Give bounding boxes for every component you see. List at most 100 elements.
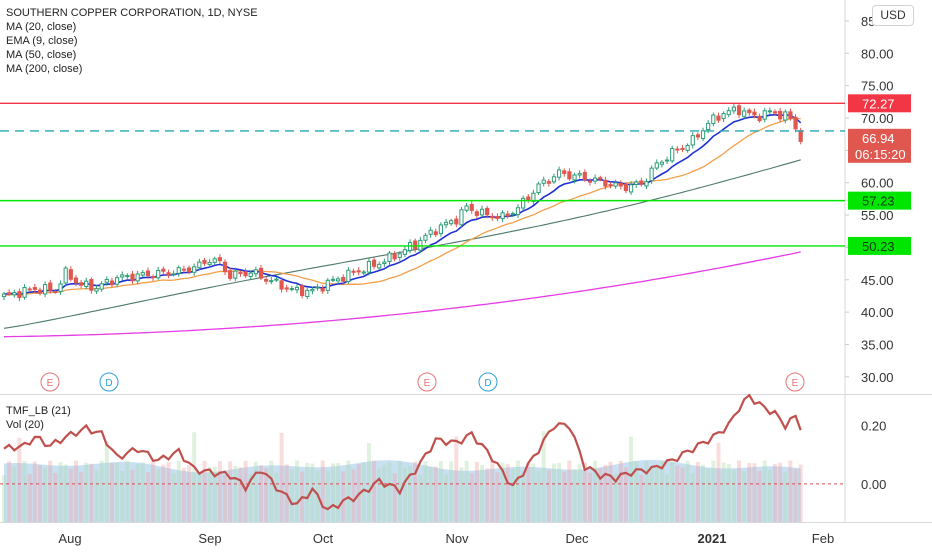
candle-body — [433, 231, 438, 236]
volume-bar — [259, 465, 263, 522]
event-marker — [417, 372, 437, 392]
candle-body — [449, 220, 454, 225]
volume-bar — [557, 462, 562, 522]
indicator-ma200[interactable]: MA (200, close) — [6, 63, 83, 75]
candle-body — [104, 278, 109, 283]
candle-body — [618, 183, 623, 187]
volume-bar — [665, 474, 670, 522]
candle-body — [742, 110, 747, 117]
volume-bar — [130, 469, 135, 522]
volume-bar — [582, 462, 587, 522]
candle-body — [248, 272, 253, 277]
candle-body — [341, 277, 346, 282]
candle-body — [551, 176, 557, 183]
candle-body — [690, 135, 695, 146]
candle-body — [623, 183, 629, 192]
volume-bar — [27, 474, 32, 522]
candle-body — [351, 270, 356, 273]
candle-body — [233, 270, 238, 279]
indicator-volume[interactable]: Vol (20) — [6, 419, 44, 431]
y-tick-label: 40.00 — [861, 305, 894, 320]
volume-bar — [608, 461, 613, 522]
candle-body — [402, 249, 408, 255]
volume-bar — [12, 466, 17, 522]
volume-bar — [48, 460, 53, 522]
volume-bar — [171, 473, 176, 522]
volume-bar — [577, 464, 582, 522]
candle-body — [731, 106, 736, 112]
volume-bar — [104, 441, 109, 522]
x-tick-label: Dec — [565, 531, 589, 546]
volume-bar — [187, 465, 192, 522]
volume-bar — [192, 432, 197, 522]
volume-bar — [521, 471, 526, 522]
candle-body — [582, 171, 587, 181]
volume-bar — [639, 474, 644, 522]
candle-body — [572, 174, 577, 181]
candle-body — [320, 288, 325, 292]
volume-bar — [747, 463, 752, 522]
volume-bar — [341, 471, 346, 522]
volume-bar — [151, 460, 156, 522]
candle-body — [382, 261, 387, 265]
candle-body — [79, 282, 84, 286]
indicator-ema9[interactable]: EMA (9, close) — [6, 35, 78, 47]
volume-bar — [623, 467, 628, 522]
candle-body — [12, 292, 17, 296]
indicator-ma20[interactable]: MA (20, close) — [6, 21, 77, 33]
countdown-label: 06:15:20 — [855, 147, 906, 162]
volume-bar — [757, 470, 762, 522]
volume-bar — [500, 462, 505, 522]
candle-body — [377, 263, 382, 269]
volume-bar — [536, 470, 541, 522]
candle-body — [94, 288, 99, 292]
volume-bar — [166, 461, 171, 522]
volume-bar — [659, 461, 664, 522]
candle-body — [228, 270, 233, 279]
candle-body — [135, 273, 140, 282]
volume-bar — [382, 464, 387, 522]
volume-bar — [444, 474, 449, 522]
candle-body — [130, 273, 135, 282]
volume-bar — [449, 461, 454, 522]
candle-body — [757, 115, 762, 122]
ema9-line — [3, 113, 802, 296]
volume-bar — [145, 472, 150, 522]
candle-body — [109, 280, 115, 286]
symbol-title[interactable]: SOUTHERN COPPER CORPORATION, 1D, NYSE — [6, 7, 258, 19]
candle-body — [258, 267, 264, 279]
level-price-label: 72.27 — [862, 96, 895, 111]
volume-bar — [79, 471, 84, 522]
volume-bar — [701, 464, 706, 522]
candle-body — [793, 116, 798, 130]
candle-body — [294, 286, 300, 291]
currency-button[interactable]: USD — [872, 5, 914, 26]
candle-body — [361, 271, 366, 274]
level-price-label: 50.23 — [862, 239, 895, 254]
volume-bar — [690, 473, 695, 522]
indicator-tmf[interactable]: TMF_LB (21) — [6, 405, 71, 417]
volume-bar — [73, 460, 78, 522]
volume-bar — [320, 460, 325, 522]
candle-body — [721, 113, 726, 120]
candle-body — [490, 215, 495, 219]
candle-body — [125, 275, 130, 278]
level-price-label: 57.23 — [862, 194, 895, 209]
candle-body — [186, 267, 192, 273]
candle-body — [541, 179, 546, 184]
indicator-ma50[interactable]: MA (50, close) — [6, 49, 77, 61]
y-tick-label: 30.00 — [861, 370, 894, 385]
candle-body — [207, 261, 212, 266]
volume-bar — [99, 460, 104, 522]
volume-bar — [7, 461, 12, 522]
volume-bar — [675, 465, 680, 522]
volume-bar — [762, 460, 767, 522]
volume-bar — [176, 460, 181, 522]
volume-bar — [726, 463, 731, 522]
y-tick-label: 45.00 — [861, 273, 894, 288]
candle-body — [7, 292, 12, 295]
volume-bar — [480, 464, 485, 522]
volume-bar — [94, 469, 99, 522]
volume-bar — [264, 468, 269, 522]
event-marker — [478, 372, 498, 392]
